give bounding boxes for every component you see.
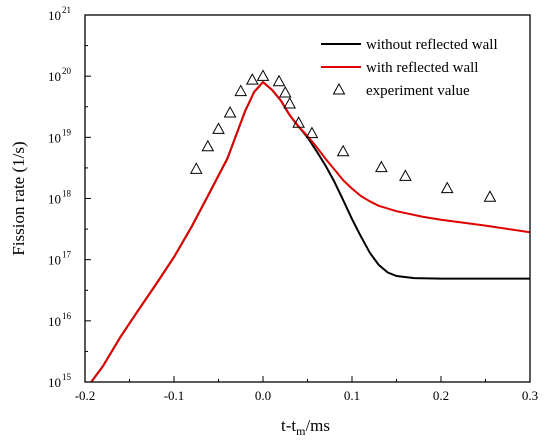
data-point-experiment-value (256, 69, 270, 81)
series-layer (90, 81, 530, 382)
data-point-experiment-value (201, 139, 215, 152)
y-tick-exponent: 19 (62, 127, 72, 137)
y-tick-exponent: 20 (62, 66, 72, 76)
legend-swatch-experiment-value (332, 82, 346, 95)
y-tick-exponent: 15 (62, 372, 72, 382)
y-tick-exponent: 17 (62, 250, 72, 260)
marker-layer (189, 69, 497, 202)
y-tick-exponent: 21 (62, 5, 71, 15)
data-point-experiment-value (189, 162, 203, 174)
legend-label-with-reflected-wall: with reflected wall (366, 60, 478, 76)
x-tick-label: -0.2 (75, 388, 96, 403)
legend-label-without-reflected-wall: without reflected wall (366, 37, 498, 53)
x-axis-ticks: -0.2 -0.1 0.0 0.1 0.2 0.3 (75, 376, 538, 403)
y-tick-exponent: 16 (62, 311, 72, 321)
x-tick-label: 0.2 (433, 388, 449, 403)
y-tick-label: 10 (48, 192, 61, 207)
x-tick-label: -0.1 (164, 388, 185, 403)
data-point-experiment-value (399, 169, 412, 181)
x-axis-title-base: t-t (281, 416, 296, 435)
x-axis-title-subscript: m (296, 424, 306, 438)
y-axis-title: Fission rate (1/s) (9, 141, 28, 255)
data-point-experiment-value (212, 122, 225, 134)
x-tick-label: 0.1 (344, 388, 360, 403)
x-axis-title-rest: /ms (305, 416, 330, 435)
legend-label-experiment-value: experiment value (366, 83, 470, 99)
x-axis-title: t-tm/ms (281, 416, 330, 438)
y-tick-exponent: 18 (62, 189, 72, 199)
data-point-experiment-value (278, 85, 292, 98)
data-point-experiment-value (336, 144, 350, 157)
data-point-experiment-value (283, 97, 297, 109)
data-point-experiment-value (375, 160, 388, 173)
legend: without reflected wall with reflected wa… (321, 37, 498, 99)
data-point-experiment-value (234, 84, 248, 97)
y-tick-label: 10 (48, 253, 61, 268)
y-tick-label: 10 (48, 69, 61, 84)
data-point-experiment-value (223, 105, 237, 118)
y-tick-label: 10 (48, 314, 61, 329)
data-point-experiment-value (440, 181, 454, 194)
data-point-experiment-value (292, 116, 305, 128)
x-tick-label: 0.0 (255, 388, 271, 403)
x-tick-label: 0.3 (522, 388, 538, 403)
data-point-experiment-value (305, 126, 319, 139)
series-line-with-reflected-wall (90, 81, 530, 382)
series-line-without-reflected-wall (90, 81, 530, 382)
y-tick-label: 10 (48, 130, 61, 145)
data-point-experiment-value (245, 73, 259, 85)
y-tick-label: 10 (48, 375, 61, 390)
data-point-experiment-value (483, 190, 497, 202)
y-tick-label: 10 (48, 8, 61, 23)
data-point-experiment-value (272, 74, 286, 87)
